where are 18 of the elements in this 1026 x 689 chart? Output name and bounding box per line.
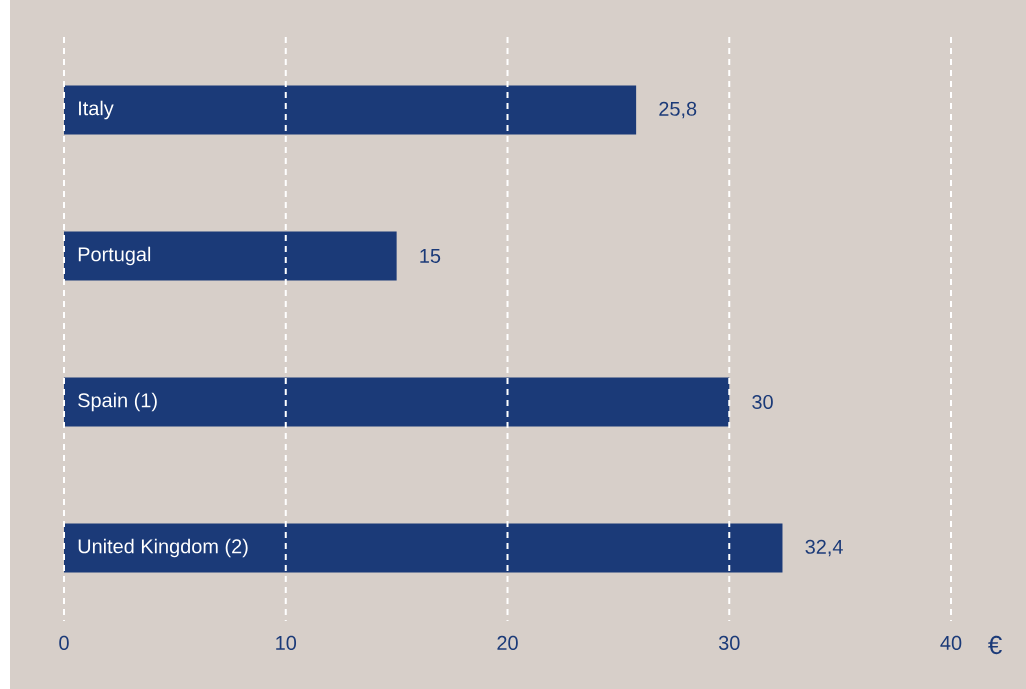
x-tick-label: 30: [718, 635, 740, 650]
y-tick-label: Portugal: [78, 246, 151, 266]
x-axis-title: €: [988, 635, 1002, 655]
y-tick-label: Spain (1): [78, 392, 157, 412]
y-tick-label: Italy: [79, 100, 114, 120]
bar: [64, 85, 637, 135]
data-label: 32,4: [805, 539, 843, 557]
data-label: 30: [752, 394, 773, 410]
bar: [64, 231, 397, 281]
y-tick-label: United Kingdom (2): [78, 538, 248, 558]
x-tick-label: 10: [276, 635, 297, 650]
x-tick-label: 40: [940, 635, 962, 650]
bar: [64, 523, 783, 573]
data-label: 25,8: [659, 101, 697, 119]
bar: [64, 377, 730, 427]
data-label: 15: [420, 249, 441, 263]
x-tick-label: 20: [497, 635, 518, 650]
x-tick-label: 0: [59, 635, 69, 650]
